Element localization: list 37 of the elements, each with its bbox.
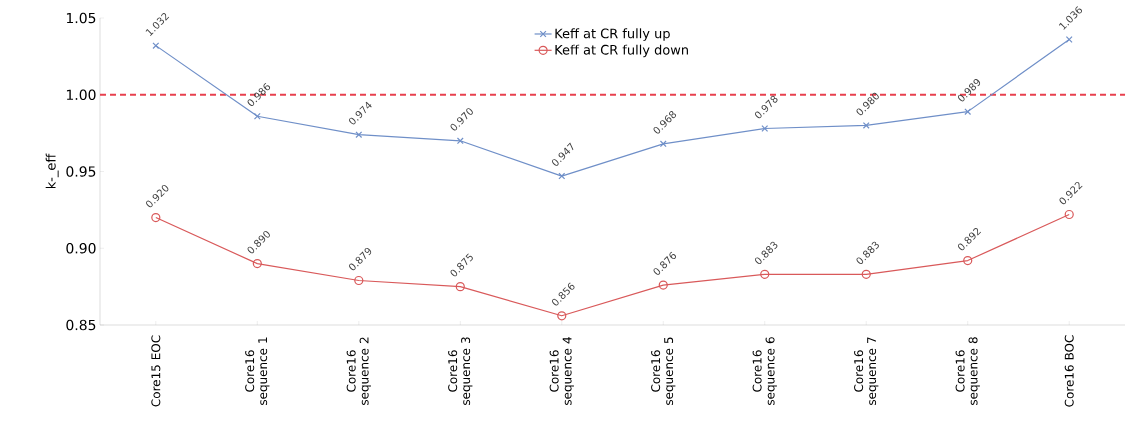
point [1065, 36, 1073, 43]
point [1064, 209, 1074, 220]
y-axis-title: k-_eff [45, 153, 59, 189]
point [761, 125, 769, 132]
point [861, 269, 871, 279]
point [152, 42, 160, 50]
point [252, 259, 262, 269]
point [659, 140, 667, 148]
legend-label: Keff at CR fully up [555, 28, 670, 41]
point [760, 269, 770, 279]
text: 1.00 [66, 89, 96, 101]
text: 0.90 [66, 242, 96, 254]
x-tick-label: Core16 sequence 7 [854, 337, 879, 405]
point [253, 112, 261, 120]
x-tick-label: Core16 BOC [1064, 335, 1074, 407]
legend-label: Keff at CR fully down [555, 44, 688, 58]
point [862, 122, 870, 129]
x-tick-label: Core15 EOC [151, 335, 161, 407]
x-tick-label: Core16 sequence 8 [955, 337, 980, 405]
point [151, 212, 161, 223]
text: 1.05 [66, 12, 96, 24]
x-tick-label: Core16 sequence 6 [752, 337, 777, 405]
point [658, 280, 668, 290]
text: 0.85 [66, 319, 96, 331]
x-tick-label: Core16 sequence 1 [245, 337, 270, 405]
point [558, 172, 566, 180]
point [355, 131, 363, 139]
x-tick-label: Core16 sequence 2 [346, 337, 371, 405]
point [557, 311, 567, 321]
point [963, 255, 973, 266]
text: 0.95 [66, 166, 96, 177]
point [964, 108, 972, 116]
point [455, 282, 465, 292]
x-tick-label: Core16 sequence 3 [448, 337, 473, 405]
point [354, 275, 364, 286]
x-tick-label: Core16 sequence 5 [651, 337, 676, 405]
x-tick-label: Core16 sequence 4 [549, 337, 574, 405]
